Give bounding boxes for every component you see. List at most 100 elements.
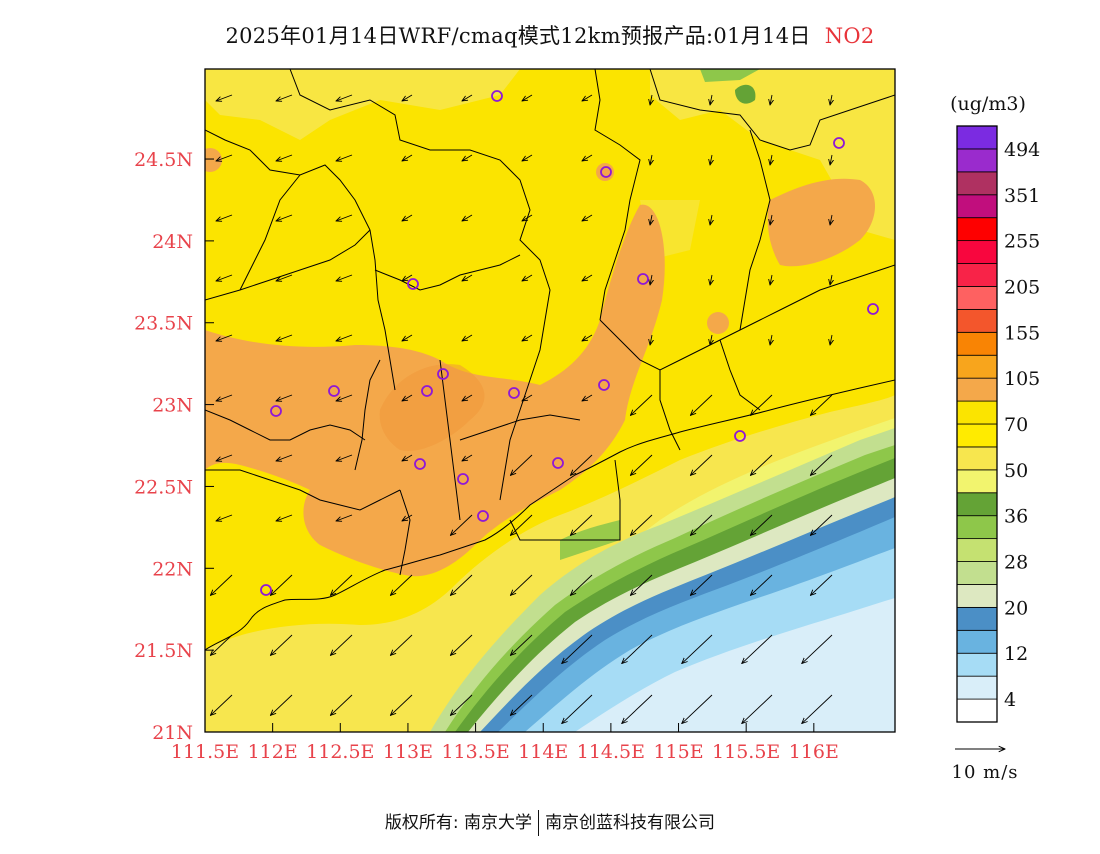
- wind-arrow: [562, 694, 593, 724]
- wind-arrow: [462, 154, 473, 161]
- colorbar-unit: (ug/m3): [950, 93, 1026, 115]
- station-marker: [867, 303, 879, 315]
- no2-concentration-field: [205, 69, 895, 732]
- wind-arrow: [402, 394, 413, 401]
- colorbar-swatch: [956, 584, 998, 608]
- wind-arrow: [630, 454, 653, 475]
- colorbar-swatch: [956, 240, 998, 264]
- lat-tick-label: 22N: [152, 558, 193, 580]
- wind-arrow: [582, 154, 593, 161]
- boundary-lines: [205, 69, 895, 651]
- wind-arrow: [582, 94, 593, 101]
- wind-arrow: [402, 214, 413, 221]
- wind-arrow: [336, 334, 353, 341]
- colorbar-label: 494: [1004, 139, 1040, 161]
- wind-arrow: [682, 694, 713, 724]
- wind-arrow: [276, 214, 293, 221]
- lon-tick-label: 115.5E: [712, 741, 780, 763]
- lat-tick-label: 24N: [152, 231, 193, 253]
- colorbar-swatch: [956, 492, 998, 517]
- station-marker: [457, 473, 469, 485]
- wind-arrow: [210, 694, 233, 715]
- wind-arrow: [810, 454, 833, 475]
- wind-arrow: [336, 454, 353, 461]
- wind-arrow: [336, 274, 353, 281]
- colorbar-label: 255: [1004, 231, 1040, 253]
- wind-arrow: [510, 694, 533, 715]
- wind-arrow: [742, 694, 773, 724]
- wind-arrow: [450, 574, 473, 595]
- colorbar-label: 12: [1004, 643, 1028, 665]
- wind-arrow: [510, 454, 533, 475]
- colorbar-swatch: [956, 354, 998, 379]
- station-marker: [833, 137, 845, 149]
- wind-arrow: [510, 514, 533, 535]
- wind-arrow: [650, 334, 652, 345]
- colorbar-swatch: [956, 377, 998, 402]
- latitude-axis: 24.5N 24N 23.5N 23N 22.5N 22N 21.5N 21N: [134, 149, 214, 744]
- lon-tick-label: 112E: [248, 741, 298, 763]
- wind-arrow: [450, 694, 473, 715]
- colorbar-swatch: [956, 652, 998, 677]
- colorbar-frame: [956, 125, 998, 723]
- wind-arrow: [742, 634, 773, 664]
- wind-arrow: [210, 634, 233, 655]
- wind-arrow: [270, 634, 293, 655]
- wind-arrow: [510, 574, 533, 595]
- longitude-axis: 111.5E 112E 112.5E 113E 113.5E 114E 114.5E 115E…: [171, 723, 839, 763]
- colorbar-swatch: [956, 469, 998, 494]
- station-marker: [270, 405, 282, 417]
- station-marker: [407, 278, 419, 290]
- station-marker: [637, 273, 649, 285]
- colorbar-swatch: [956, 286, 998, 310]
- wind-arrow: [216, 454, 233, 461]
- wind-arrow: [710, 274, 712, 285]
- colorbar-swatch: [956, 675, 998, 700]
- wind-arrow: [402, 514, 413, 521]
- wind-arrow: [276, 94, 293, 101]
- wind-arrow: [562, 634, 593, 664]
- map-title: 2025年01月14日WRF/cmaq模式12km预报产品:01月14日 NO2: [0, 20, 1100, 50]
- wind-arrow: [402, 94, 413, 101]
- wind-arrow: [330, 574, 353, 595]
- wind-arrow: [216, 334, 233, 341]
- colorbar-swatch: [956, 331, 998, 356]
- station-markers: [260, 90, 879, 596]
- colorbar-label: 70: [1004, 414, 1028, 436]
- wind-reference-label: 10 m/s: [952, 762, 1019, 783]
- wind-arrow: [770, 94, 772, 105]
- wind-arrow: [462, 214, 473, 221]
- lon-tick-label: 115E: [653, 741, 703, 763]
- station-marker: [508, 387, 520, 399]
- wind-arrow: [570, 514, 593, 535]
- wind-arrow: [830, 274, 832, 285]
- colorbar-swatch: [956, 400, 998, 425]
- station-marker: [477, 510, 489, 522]
- wind-arrow: [210, 574, 233, 595]
- wind-arrow: [336, 214, 353, 221]
- wind-arrow: [582, 394, 593, 401]
- wind-arrow: [522, 214, 533, 221]
- wind-arrow: [450, 514, 473, 535]
- wind-arrow: [750, 394, 773, 415]
- wind-arrow: [630, 394, 653, 415]
- colorbar-swatch: [956, 263, 998, 287]
- lon-tick-label: 113E: [383, 741, 433, 763]
- wind-arrow: [690, 394, 713, 415]
- wind-arrow: [690, 574, 713, 595]
- station-marker: [328, 385, 340, 397]
- wind-arrow: [830, 94, 832, 105]
- station-marker: [491, 90, 503, 102]
- wind-arrow: [750, 514, 773, 535]
- wind-arrow: [216, 394, 233, 401]
- wind-arrow: [650, 274, 652, 285]
- wind-arrow: [830, 154, 832, 165]
- station-marker: [734, 430, 746, 442]
- colorbar-swatch: [956, 698, 998, 723]
- wind-arrow: [750, 454, 773, 475]
- footer-divider: [538, 810, 540, 836]
- wind-arrow: [770, 214, 772, 225]
- wind-arrow: [462, 334, 473, 341]
- wind-arrow: [582, 214, 593, 221]
